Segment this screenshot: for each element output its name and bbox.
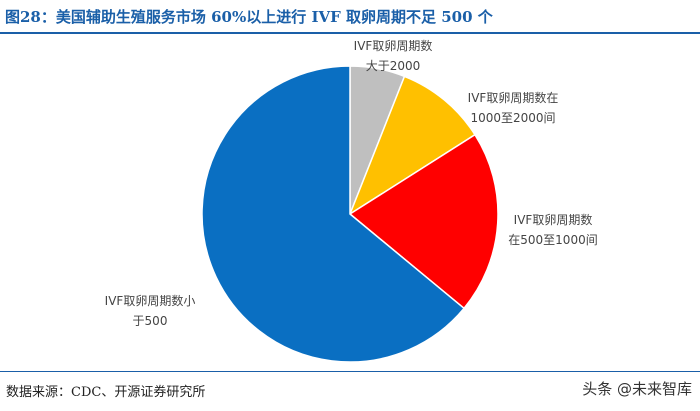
footer-divider xyxy=(0,371,700,372)
slice-label-3-line-0: IVF取卵周期数小 xyxy=(105,293,196,308)
slice-label-1-line-1: 1000至2000间 xyxy=(470,111,555,125)
slice-label-3-line-1: 于500 xyxy=(133,314,168,328)
pie-slice-1 xyxy=(348,75,476,216)
slice-label-2-line-0: IVF取卵周期数 xyxy=(514,212,593,227)
source-note: 数据来源：CDC、开源证券研究所 xyxy=(6,385,206,400)
slice-label-2-line-1: 在500至1000间 xyxy=(508,233,597,247)
slice-label-0-line-1: 大于2000 xyxy=(366,59,421,73)
pie-slice-2 xyxy=(348,133,499,310)
page-title: 图28：美国辅助生殖服务市场 60%以上进行 IVF 取卵周期不足 500 个 xyxy=(5,8,493,26)
slice-label-0-line-0: IVF取卵周期数 xyxy=(354,38,433,53)
title-divider xyxy=(0,32,700,34)
watermark-text: 头条 @未来智库 xyxy=(582,380,692,398)
slice-label-1-line-0: IVF取卵周期数在 xyxy=(468,90,559,105)
pie-slice-3 xyxy=(201,65,466,363)
watermark: 头条 @未来智库 xyxy=(582,378,692,399)
